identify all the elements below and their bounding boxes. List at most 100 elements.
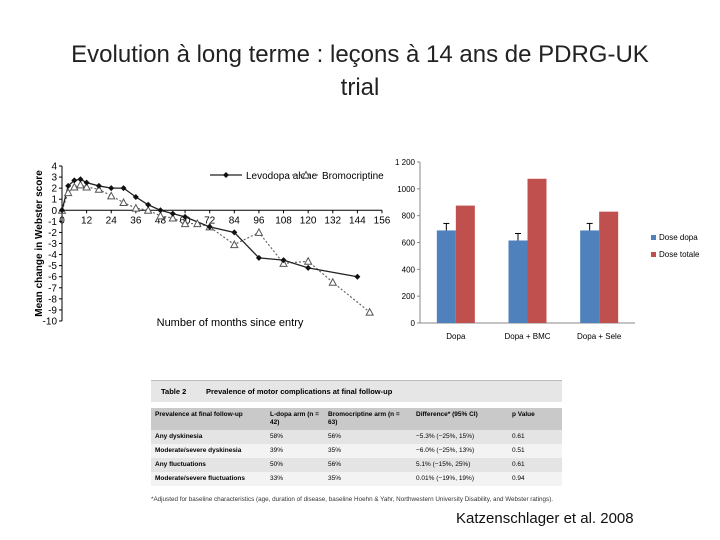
- bar: [580, 230, 600, 323]
- motor-complications-table: Table 2 Prevalence of motor complication…: [151, 380, 562, 504]
- table-row: Any fluctuations 50% 56% 5.1% (−15%, 25%…: [151, 458, 562, 472]
- table-cell: 50%: [266, 458, 324, 472]
- x-tick-label: 0: [59, 215, 65, 226]
- data-point-levodopa: [95, 182, 102, 189]
- data-point-levodopa: [65, 182, 72, 189]
- data-point-bromocriptine: [156, 211, 165, 220]
- table-cell: 35%: [324, 472, 412, 486]
- data-point-levodopa: [132, 194, 139, 200]
- data-point-bromocriptine: [63, 188, 73, 197]
- data-point-levodopa: [169, 210, 176, 217]
- data-point-bromocriptine: [168, 213, 178, 222]
- table-header-row: Prevalence at final follow-up L-dopa arm…: [151, 408, 562, 430]
- data-point-levodopa: [206, 223, 213, 230]
- data-point-levodopa: [59, 207, 65, 214]
- data-point-bromocriptine: [229, 240, 239, 249]
- slide-title: Evolution à long terme : leçons à 14 ans…: [30, 38, 690, 104]
- data-point-levodopa: [77, 176, 84, 183]
- data-point-bromocriptine: [328, 277, 338, 286]
- y-tick-label: 1: [51, 195, 57, 206]
- data-point-levodopa: [354, 273, 361, 280]
- bar: [508, 240, 528, 323]
- series-line-bromocriptine: [61, 184, 371, 313]
- legend-swatch: [651, 235, 656, 240]
- x-tick-label: 156: [374, 215, 391, 226]
- y-tick-label: -6: [48, 272, 57, 283]
- table-cell: 0.01% (−19%, 19%): [412, 472, 508, 486]
- data-point-bromocriptine: [254, 227, 264, 236]
- x-axis-label: Number of months since entry: [157, 317, 304, 329]
- legend-swatch: [651, 252, 656, 257]
- table-header-cell: L-dopa arm (n = 42): [266, 408, 324, 430]
- y-tick-label: 0: [411, 319, 416, 328]
- y-tick-label: 800: [402, 212, 416, 221]
- y-tick-label: 0: [51, 206, 57, 217]
- x-tick-label: 84: [229, 215, 241, 226]
- data-point-bromocriptine: [365, 307, 375, 316]
- data-point-bromocriptine: [106, 191, 116, 200]
- x-tick-label: 24: [106, 215, 118, 226]
- table-row: Any dyskinesia 58% 56% −5.3% (−25%, 15%)…: [151, 430, 562, 444]
- legend-label: Dose totale: [659, 250, 700, 259]
- y-tick-label: 3: [51, 173, 57, 184]
- x-tick-label: 108: [275, 215, 292, 226]
- table-header-cell: Prevalence at final follow-up: [151, 408, 266, 430]
- data-point-bromocriptine: [131, 203, 141, 212]
- y-tick-label: -7: [48, 283, 57, 294]
- table-cell: Moderate/severe fluctuations: [151, 472, 266, 486]
- legend-label-bromocriptine: Bromocriptine: [322, 171, 384, 182]
- table-header-cell: Difference* (95% CI): [412, 408, 508, 430]
- table-cell: 0.94: [508, 472, 562, 486]
- data-point-bromocriptine: [279, 258, 288, 267]
- table-cell: 58%: [266, 430, 324, 444]
- table-row: Moderate/severe fluctuations 33% 35% 0.0…: [151, 472, 562, 486]
- data-point-levodopa: [182, 213, 189, 220]
- table-caption: Prevalence of motor complications at fin…: [206, 387, 393, 396]
- bar: [436, 230, 456, 323]
- bar: [527, 178, 547, 323]
- legend-marker-bromocriptine: [301, 170, 311, 179]
- table-caption-bar: Table 2 Prevalence of motor complication…: [151, 380, 562, 402]
- data-point-bromocriptine: [76, 180, 85, 189]
- data-point-levodopa: [255, 254, 262, 261]
- data-point-levodopa: [120, 185, 127, 192]
- x-tick-label: 36: [130, 215, 142, 226]
- y-tick-label: -9: [48, 305, 57, 316]
- x-tick-label: 132: [324, 215, 341, 226]
- y-tick-label: -8: [48, 294, 57, 305]
- table-cell: 33%: [266, 472, 324, 486]
- table-cell: 0.61: [508, 458, 562, 472]
- data-point-levodopa: [108, 185, 115, 192]
- data-point-levodopa: [71, 177, 78, 184]
- x-tick-label: 48: [155, 215, 167, 226]
- y-axis-label: Mean change in Webster score: [34, 170, 45, 317]
- citation: Katzenschlager et al. 2008: [456, 510, 634, 527]
- x-tick-label: 12: [81, 215, 93, 226]
- y-tick-label: 4: [51, 162, 57, 173]
- x-tick-label: 96: [253, 215, 265, 226]
- bar: [455, 205, 475, 323]
- table-header-cell: Bromocriptine arm (n = 63): [324, 408, 412, 430]
- data-point-levodopa: [145, 201, 152, 208]
- x-tick-label: 144: [349, 215, 366, 226]
- slide-title-line-1: Evolution à long terme : leçons à 14 ans…: [71, 41, 649, 68]
- y-tick-label: -10: [43, 317, 58, 328]
- table-cell: Any fluctuations: [151, 458, 266, 472]
- table-cell: −5.3% (−25%, 15%): [412, 430, 508, 444]
- y-tick-label: -1: [48, 217, 57, 228]
- table-cell: 35%: [324, 444, 412, 458]
- slide-title-line-2: trial: [340, 74, 380, 101]
- data-point-bromocriptine: [193, 219, 202, 228]
- legend-label-levodopa: Levodopa alone: [246, 171, 318, 182]
- bar: [599, 211, 619, 323]
- table-grid: Prevalence at final follow-up L-dopa arm…: [151, 408, 562, 486]
- x-tick-label: Dopa: [446, 332, 466, 341]
- webster-line-chart: 43210-1-2-3-4-5-6-7-8-9-1001224364860728…: [34, 162, 391, 330]
- y-tick-label: 600: [402, 239, 416, 248]
- table-cell: 5.1% (−15%, 25%): [412, 458, 508, 472]
- data-point-levodopa: [305, 264, 312, 271]
- y-tick-label: -3: [48, 239, 57, 250]
- table-cell: 0.61: [508, 430, 562, 444]
- table-header-cell: p Value: [508, 408, 562, 430]
- data-point-levodopa: [83, 179, 90, 186]
